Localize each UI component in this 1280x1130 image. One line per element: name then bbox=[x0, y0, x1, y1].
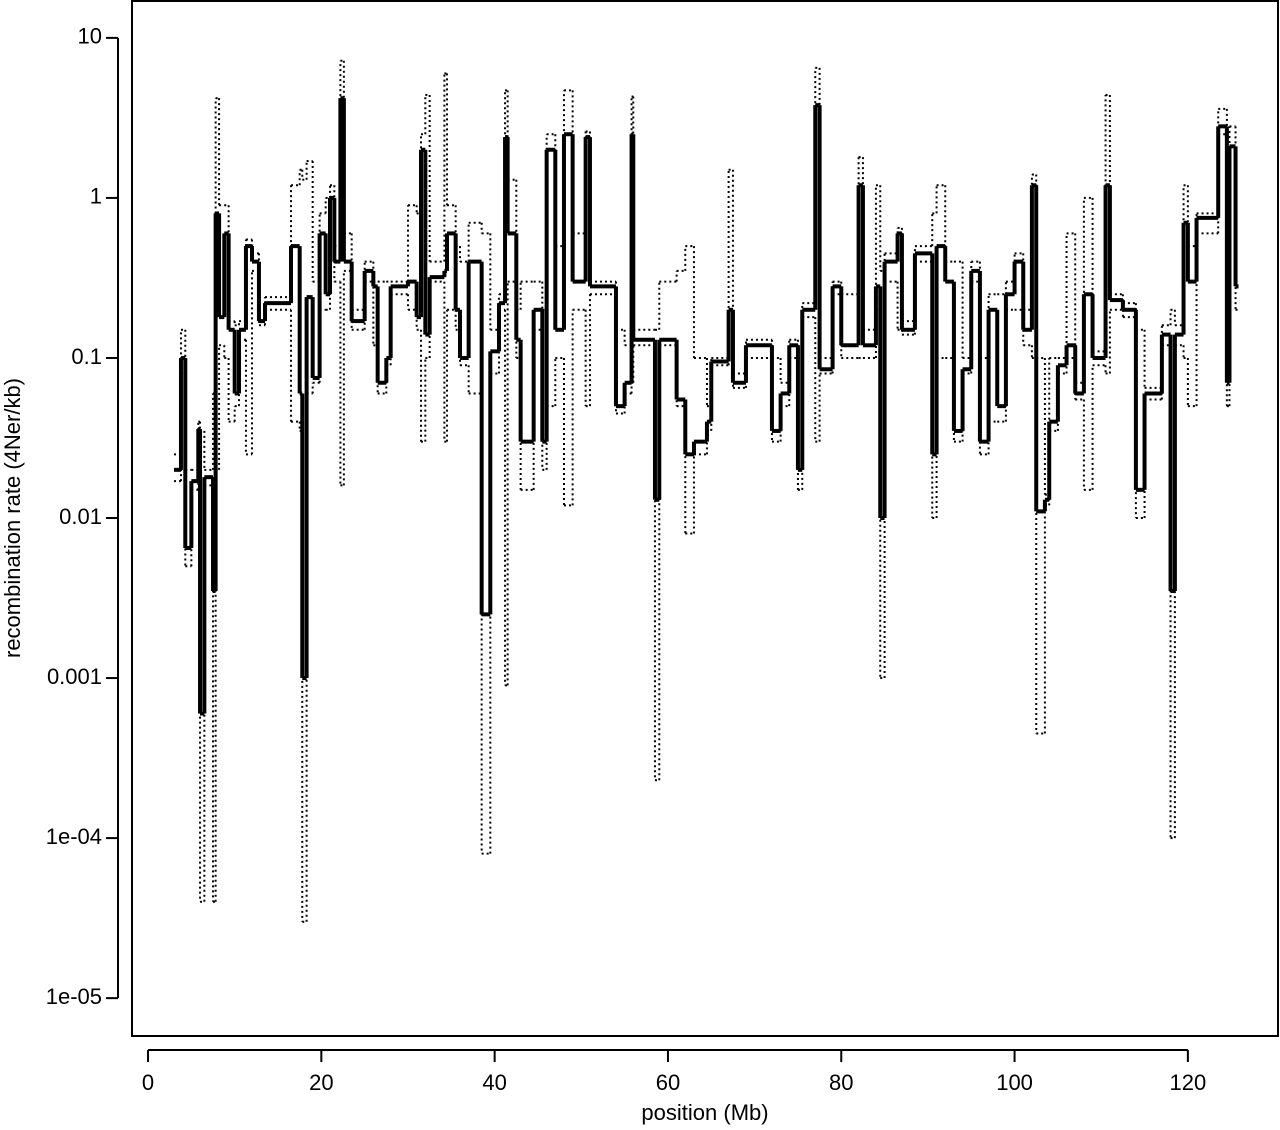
x-tick-label: 0 bbox=[142, 1070, 154, 1095]
plot-frame bbox=[131, 0, 1279, 1037]
x-axis-title: position (Mb) bbox=[641, 1100, 768, 1125]
y-tick-label: 0.01 bbox=[59, 504, 102, 529]
y-tick-label: 0.1 bbox=[71, 344, 102, 369]
y-tick-label: 1e-04 bbox=[46, 824, 102, 849]
y-axis-title: recombination rate (4Ner/kb) bbox=[0, 378, 25, 658]
interval-riser bbox=[179, 134, 1237, 922]
x-tick-label: 100 bbox=[996, 1070, 1033, 1095]
y-tick-label: 1e-05 bbox=[46, 984, 102, 1009]
y-tick-label: 10 bbox=[78, 24, 102, 49]
rate-riser bbox=[178, 98, 1238, 714]
x-tick-label: 120 bbox=[1170, 1070, 1207, 1095]
y-tick-label: 1 bbox=[90, 184, 102, 209]
x-tick-label: 20 bbox=[309, 1070, 333, 1095]
y-tick-label: 0.001 bbox=[47, 664, 102, 689]
x-tick-label: 60 bbox=[656, 1070, 680, 1095]
x-tick-label: 80 bbox=[829, 1070, 853, 1095]
x-tick-label: 40 bbox=[482, 1070, 506, 1095]
